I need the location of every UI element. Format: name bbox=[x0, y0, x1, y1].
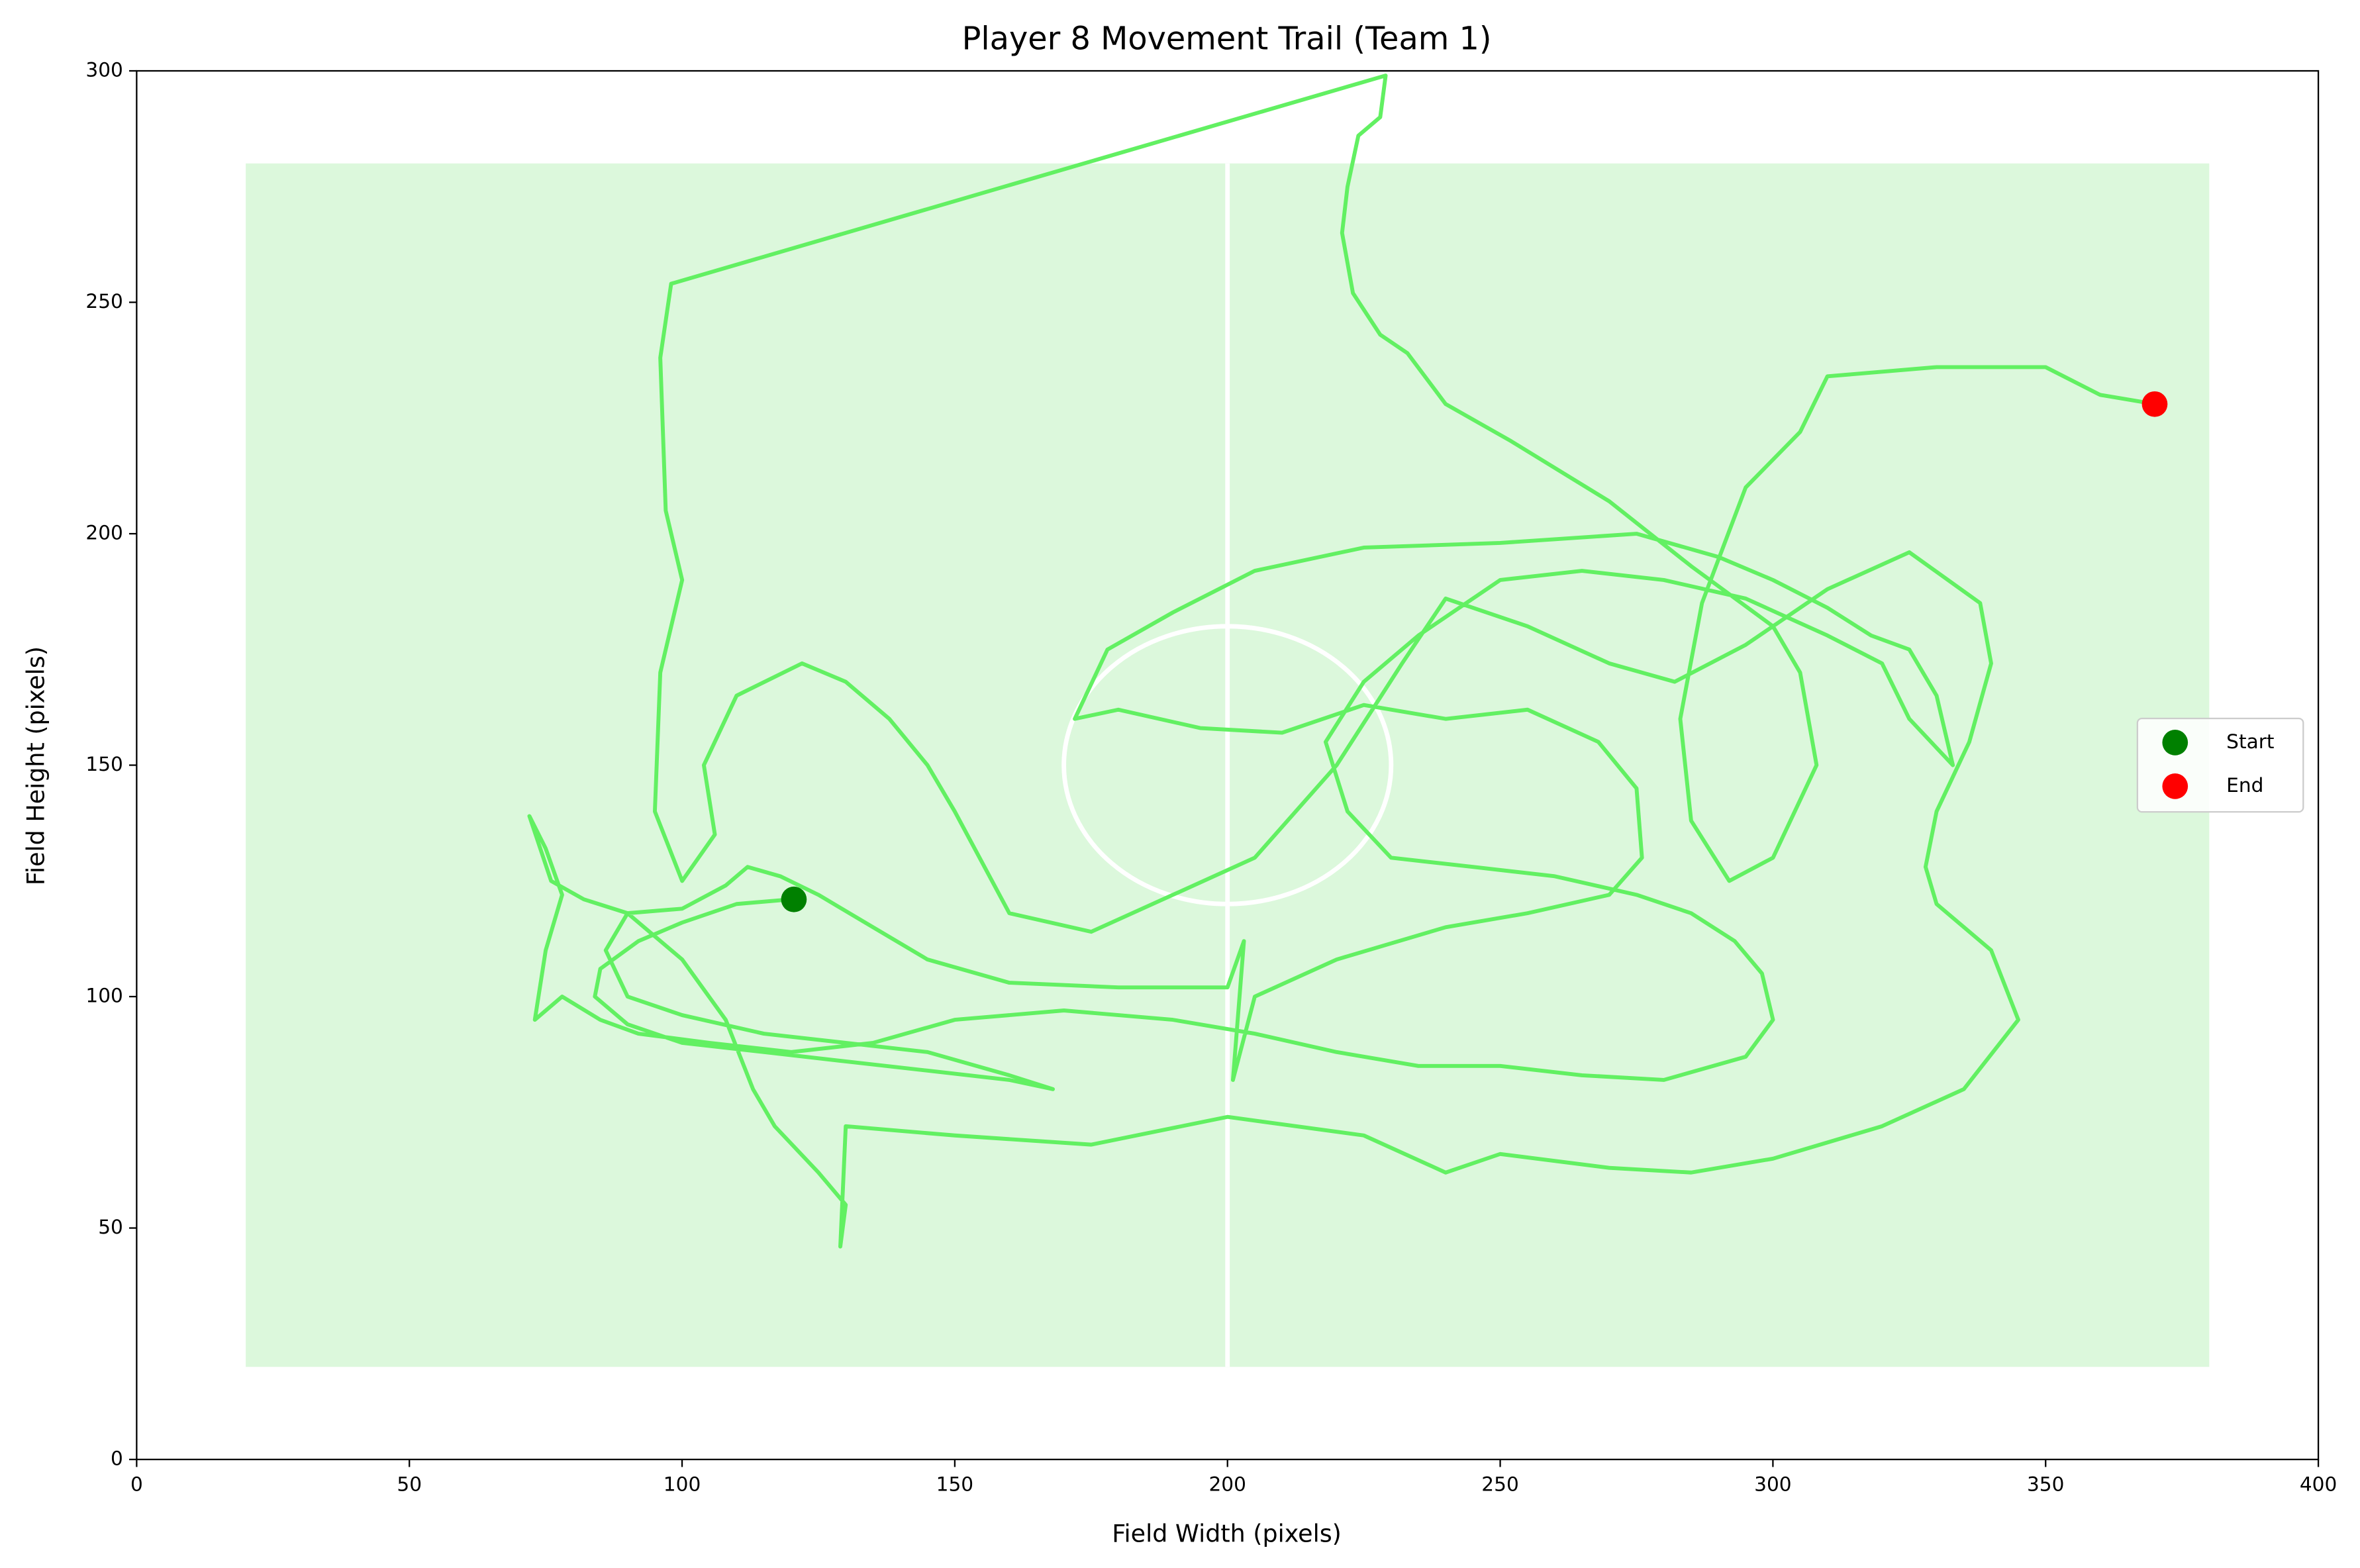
x-tick-label: 0 bbox=[130, 1473, 143, 1495]
x-tick-label: 250 bbox=[1481, 1473, 1519, 1495]
x-tick-label: 50 bbox=[397, 1473, 422, 1495]
y-tick-label: 50 bbox=[98, 1216, 123, 1238]
point-marker bbox=[781, 886, 807, 912]
legend-label: Start bbox=[2226, 730, 2274, 753]
legend-label: End bbox=[2226, 774, 2263, 797]
x-tick-label: 300 bbox=[1754, 1473, 1792, 1495]
y-axis-label: Field Height (pixels) bbox=[22, 646, 50, 885]
x-axis-label: Field Width (pixels) bbox=[1112, 1519, 1342, 1547]
x-tick-label: 150 bbox=[936, 1473, 974, 1495]
x-tick-label: 350 bbox=[2027, 1473, 2065, 1495]
chart-title: Player 8 Movement Trail (Team 1) bbox=[962, 21, 1492, 57]
y-tick-label: 0 bbox=[111, 1447, 123, 1470]
center-circle bbox=[1061, 624, 1394, 906]
point-marker bbox=[2141, 391, 2168, 417]
y-tick-label: 200 bbox=[85, 522, 123, 544]
x-tick-label: 200 bbox=[1208, 1473, 1246, 1495]
y-tick-label: 250 bbox=[85, 290, 123, 313]
legend-marker bbox=[2162, 730, 2188, 756]
legend-box bbox=[2136, 717, 2304, 813]
y-tick-label: 150 bbox=[85, 753, 123, 775]
y-tick-label: 100 bbox=[85, 985, 123, 1007]
y-tick-label: 300 bbox=[85, 59, 123, 81]
x-tick-label: 100 bbox=[664, 1473, 701, 1495]
legend-marker bbox=[2162, 773, 2188, 799]
x-tick-label: 400 bbox=[2300, 1473, 2337, 1495]
trail-line bbox=[527, 74, 2155, 1249]
